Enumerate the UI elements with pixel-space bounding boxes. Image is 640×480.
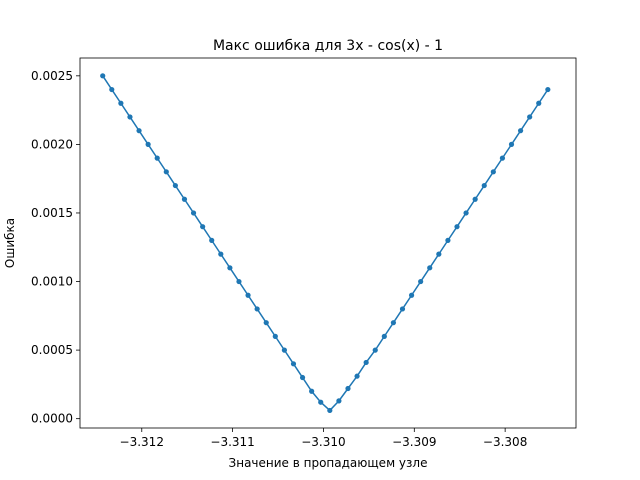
data-point	[363, 359, 369, 366]
data-point	[309, 388, 315, 394]
data-point	[181, 196, 188, 202]
y-axis: 0.0000 0.0005 0.0010 0.0015 0.0020 0.0025	[31, 69, 80, 426]
data-point	[536, 100, 542, 106]
y-tick-label: 0.0015	[31, 206, 73, 220]
data-point	[163, 169, 169, 175]
y-tick-label: 0.0025	[31, 69, 73, 83]
data-point	[517, 128, 524, 134]
data-point	[472, 196, 478, 202]
data-point	[390, 320, 397, 326]
data-point	[399, 306, 406, 312]
data-point	[127, 114, 133, 120]
y-axis-label: Ошибка	[3, 218, 17, 268]
data-point	[454, 224, 460, 230]
data-point	[263, 320, 269, 326]
data-point	[327, 407, 333, 414]
data-point	[490, 169, 496, 175]
x-axis: −3.312 −3.311 −3.310 −3.309 −3.308	[120, 428, 527, 449]
data-point	[272, 333, 278, 339]
data-point	[172, 182, 178, 189]
data-point	[318, 399, 324, 405]
data-point	[254, 306, 260, 312]
chart-title: Макс ошибка для 3x - cos(x) - 1	[213, 38, 443, 54]
x-axis-label: Значение в пропадающем узле	[229, 456, 428, 470]
data-point	[463, 210, 469, 216]
data-point	[445, 237, 451, 243]
data-point	[427, 265, 433, 271]
data-point	[118, 100, 124, 106]
x-tick-label: −3.310	[301, 435, 345, 449]
data-point	[481, 182, 487, 189]
data-point	[345, 385, 351, 392]
data-point	[136, 128, 142, 134]
data-point	[408, 292, 415, 298]
data-point	[545, 86, 551, 93]
x-tick-label: −3.309	[392, 435, 436, 449]
data-point	[154, 155, 160, 161]
data-point	[381, 333, 387, 339]
data-point	[436, 251, 442, 257]
data-point	[200, 224, 206, 230]
data-point	[145, 141, 151, 147]
x-tick-label: −3.312	[120, 435, 164, 449]
plot-frame	[79, 57, 577, 429]
data-point	[336, 398, 342, 404]
x-tick-label: −3.308	[483, 435, 527, 449]
data-point	[354, 373, 360, 379]
data-point	[245, 292, 251, 298]
data-point	[508, 141, 515, 147]
data-point	[190, 210, 197, 216]
series-layer	[100, 73, 551, 414]
y-tick-label: 0.0010	[31, 275, 73, 289]
data-point	[218, 251, 224, 257]
data-point	[527, 114, 533, 120]
data-point	[100, 73, 106, 79]
y-tick-label: 0.0005	[31, 343, 73, 357]
data-point	[209, 237, 215, 243]
data-point	[281, 347, 287, 353]
data-point	[372, 347, 378, 353]
data-point	[109, 86, 115, 93]
series-line	[102, 75, 549, 412]
data-point	[499, 155, 506, 161]
x-tick-label: −3.311	[210, 435, 254, 449]
data-point	[227, 265, 233, 271]
y-tick-label: 0.0020	[31, 137, 73, 151]
data-point	[290, 361, 297, 367]
data-point	[299, 374, 306, 381]
data-point	[236, 278, 242, 285]
y-tick-label: 0.0000	[31, 412, 73, 426]
data-point	[418, 278, 424, 285]
